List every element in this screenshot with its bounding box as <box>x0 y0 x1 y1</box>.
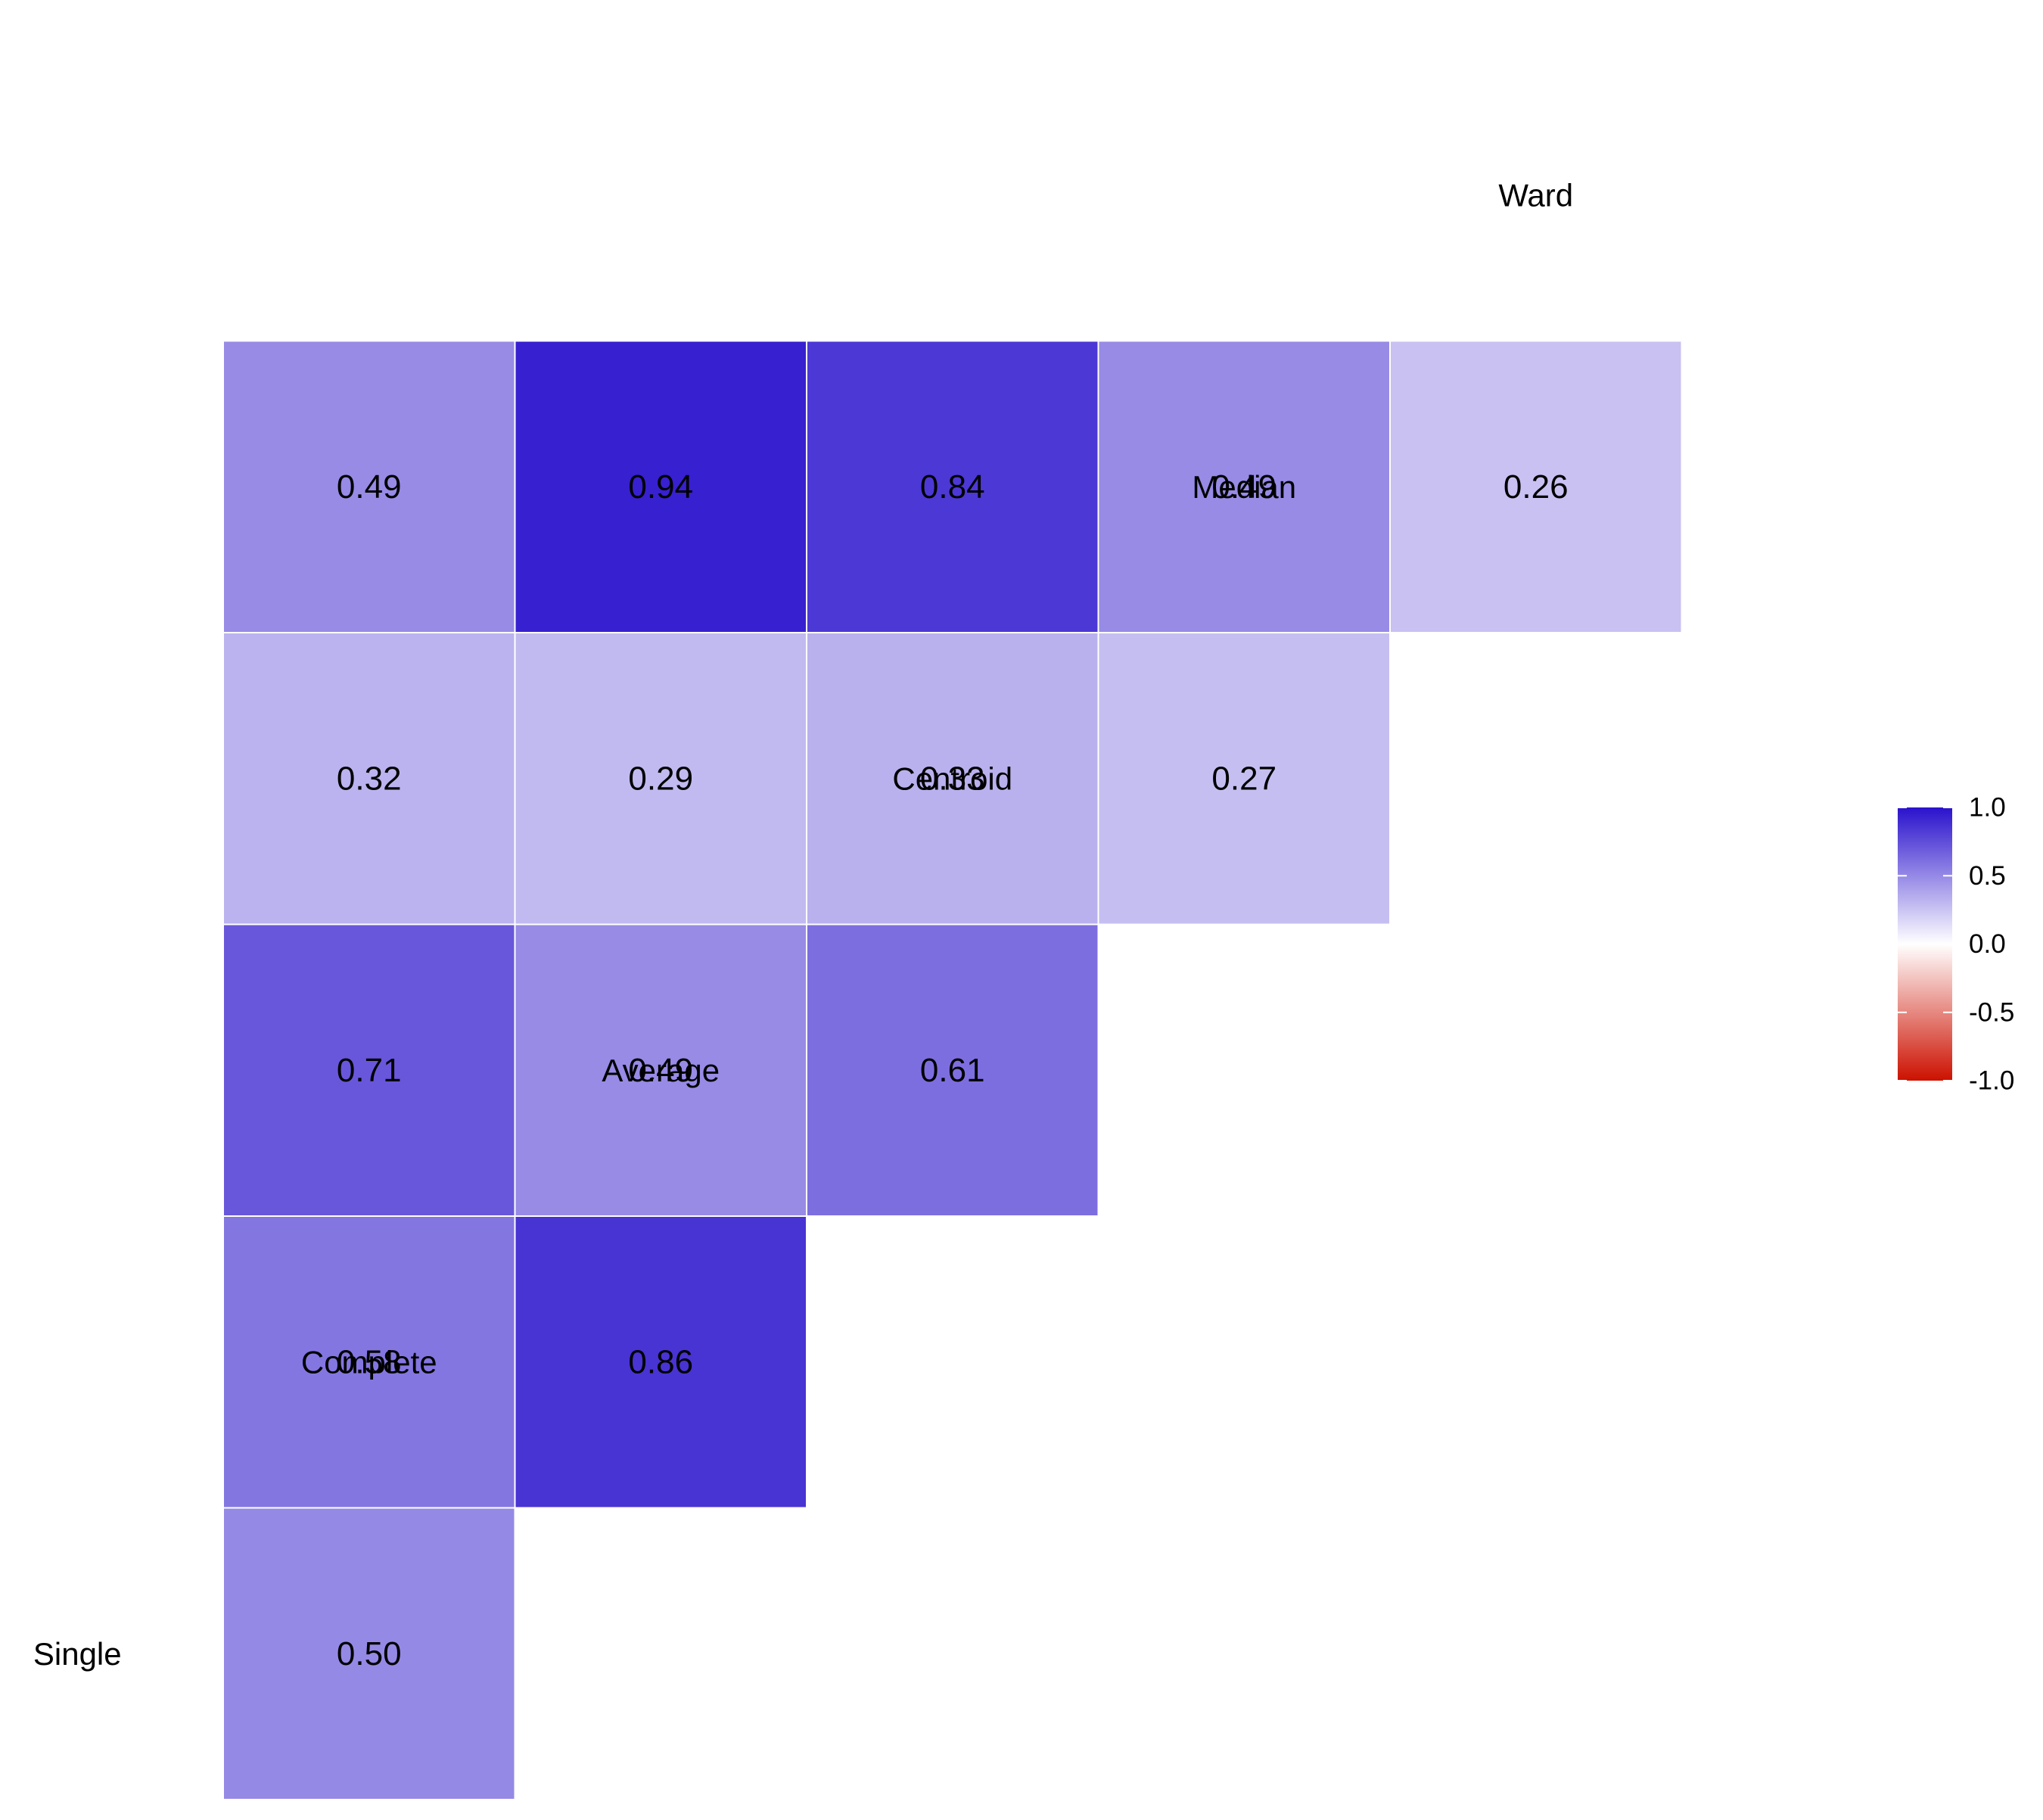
heatmap-cell-median-ward <box>1389 340 1683 633</box>
cell-value-label-complete-median: 0.29 <box>628 760 693 797</box>
heatmap-cell-centroid-median <box>1097 632 1391 926</box>
cell-value-label-average-median: 0.33 <box>920 760 985 797</box>
cell-value-label-single-centroid: 0.71 <box>337 1052 402 1089</box>
legend-tick-label: -0.5 <box>1969 997 2014 1027</box>
cell-value-label-single-median: 0.32 <box>337 760 402 797</box>
legend-tick-label: 1.0 <box>1969 793 2006 823</box>
legend-ticks: 1.0 0.5 0.0 -0.5 -1.0 <box>1898 793 2014 1096</box>
heatmap-cell-labels: 0.50 0.58 0.71 0.32 0.49 0.86 0.49 0.29 0.94 0.61… <box>337 468 1569 1672</box>
legend-tick-label: 0.0 <box>1969 929 2006 959</box>
variable-label-median: Median <box>1192 469 1296 505</box>
cell-value-label-average-ward: 0.84 <box>920 468 985 506</box>
heatmap-cell-complete-centroid <box>514 923 807 1217</box>
cell-value-label-complete-ward: 0.94 <box>628 468 693 506</box>
cell-value-label-complete-average: 0.86 <box>628 1343 693 1380</box>
heatmap-cell-complete-ward <box>514 340 807 633</box>
legend-tick-label: -1.0 <box>1969 1066 2014 1096</box>
variable-label-centroid: Centroid <box>892 761 1012 796</box>
cell-value-label-single-average: 0.58 <box>337 1343 402 1380</box>
cell-value-label-centroid-median: 0.27 <box>1211 760 1276 797</box>
variable-labels: Single Complete Average Centroid Median Ward <box>33 177 1573 1672</box>
variable-label-complete: Complete <box>301 1344 437 1380</box>
cell-value-label-complete-centroid: 0.49 <box>628 1052 693 1089</box>
heatmap-cell-complete-median <box>514 632 807 926</box>
variable-label-ward: Ward <box>1498 177 1573 213</box>
heatmap-cell-average-ward <box>806 340 1099 633</box>
heatmap-cell-single-ward <box>222 340 516 633</box>
cell-value-label-centroid-ward: 0.49 <box>1211 468 1276 506</box>
variable-label-average: Average <box>602 1053 720 1088</box>
heatmap-cells <box>222 340 1683 1800</box>
legend-tick-label: 0.5 <box>1969 861 2006 891</box>
heatmap-cell-centroid-ward <box>1097 340 1391 633</box>
heatmap-cell-single-median <box>222 632 516 926</box>
cell-value-label-average-centroid: 0.61 <box>920 1052 985 1089</box>
cell-value-label-single-complete: 0.50 <box>337 1635 402 1672</box>
heatmap-cell-complete-average <box>514 1215 807 1509</box>
cell-value-label-single-ward: 0.49 <box>337 468 402 506</box>
heatmap-cell-single-average <box>222 1215 516 1509</box>
heatmap-cell-single-complete <box>222 1507 516 1800</box>
cell-value-label-median-ward: 0.26 <box>1503 468 1569 506</box>
heatmap-cell-average-centroid <box>806 923 1099 1217</box>
color-legend: 1.0 0.5 0.0 -0.5 -1.0 <box>1898 793 2014 1096</box>
variable-label-single: Single <box>33 1636 122 1672</box>
